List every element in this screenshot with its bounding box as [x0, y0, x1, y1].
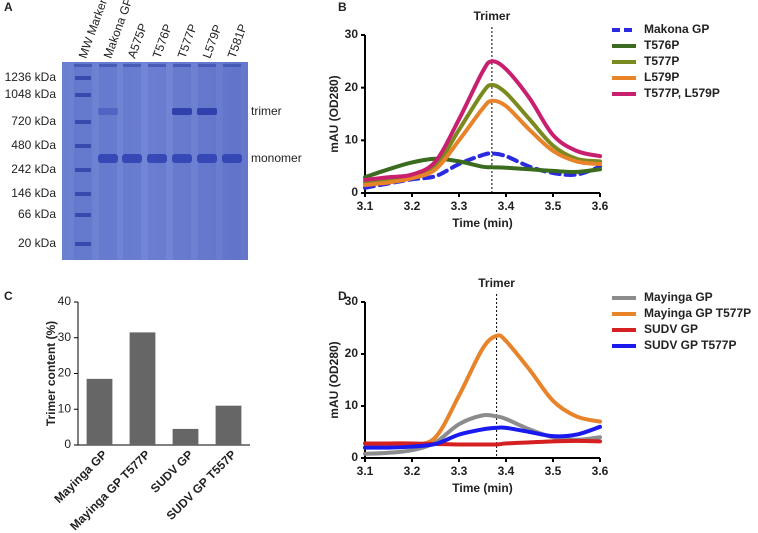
x-tick-label: 3.3: [451, 199, 468, 213]
monomer-band: [98, 154, 118, 163]
legend-label: Makona GP: [644, 22, 709, 36]
marker-band: [75, 120, 91, 124]
monomer-band: [197, 154, 217, 163]
bar: [129, 332, 156, 445]
y-tick-label: 0: [351, 450, 358, 464]
gel-well: [198, 64, 216, 67]
y-tick-label: 30: [58, 330, 72, 344]
marker-label: 480 kDa: [11, 138, 56, 152]
legend-label: T577P, L579P: [644, 86, 720, 100]
y-tick-label: 40: [58, 294, 72, 308]
gel-well: [173, 64, 191, 67]
marker-label: 1236 kDa: [5, 70, 57, 84]
marker-band: [75, 242, 91, 246]
x-axis-label: Time (min): [452, 481, 512, 495]
x-tick-label: Mayinga GP T577P: [67, 447, 153, 533]
marker-band: [75, 213, 91, 217]
marker-label: 146 kDa: [11, 186, 56, 200]
marker-band: [75, 144, 91, 148]
monomer-band: [222, 154, 242, 163]
y-tick-label: 20: [58, 366, 72, 380]
monomer-band: [147, 154, 167, 163]
legend-label: Mayinga GP T577P: [644, 306, 751, 320]
panel-label: D: [338, 289, 347, 303]
marker-band: [75, 168, 91, 172]
trimer-band: [197, 108, 217, 115]
lane-label: L579P: [200, 23, 225, 60]
monomer-band: [172, 154, 192, 163]
lane-label: T581P: [225, 22, 250, 60]
gel-well: [123, 64, 141, 67]
trimer-band: [98, 108, 118, 115]
x-tick-label: 3.2: [404, 464, 421, 478]
marker-label: 66 kDa: [18, 207, 56, 221]
monomer-band: [122, 154, 142, 163]
gel-well: [99, 64, 117, 67]
line-series: [363, 438, 602, 447]
legend-label: Mayinga GP: [644, 290, 713, 304]
legend-label: T577P: [644, 54, 679, 68]
y-tick-label: 20: [345, 346, 359, 360]
y-tick-label: 20: [345, 80, 359, 94]
x-tick-label: 3.6: [592, 464, 609, 478]
legend-label: T576P: [644, 38, 679, 52]
line-series: [363, 59, 602, 182]
line-series: [363, 156, 602, 180]
legend-label: L579P: [644, 70, 679, 84]
panel-label: C: [4, 289, 13, 303]
legend-label: SUDV GP T577P: [644, 338, 736, 352]
gel-well: [148, 64, 166, 67]
y-tick-label: 10: [58, 401, 72, 415]
y-tick-label: 0: [351, 185, 358, 199]
x-tick-label: 3.5: [545, 199, 562, 213]
x-axis-label: Time (min): [452, 216, 512, 230]
annotation: Trimer: [474, 9, 511, 23]
x-tick-label: 3.3: [451, 464, 468, 478]
bar: [215, 405, 242, 445]
band-label: monomer: [251, 151, 302, 165]
marker-label: 242 kDa: [11, 162, 56, 176]
bar: [172, 428, 199, 445]
x-tick-label: 3.2: [404, 199, 421, 213]
annotation: Trimer: [478, 276, 515, 290]
y-axis-label: mAU (OD280): [327, 75, 341, 152]
x-tick-label: 3.1: [357, 199, 374, 213]
marker-label: 720 kDa: [11, 114, 56, 128]
x-tick-label: 3.4: [498, 464, 515, 478]
legend-label: SUDV GP: [644, 322, 698, 336]
marker-band: [75, 93, 91, 97]
bar: [86, 378, 113, 445]
panel-label: B: [338, 0, 347, 14]
y-axis-label: mAU (OD280): [327, 341, 341, 418]
line-series: [363, 424, 602, 450]
lane-label: T577P: [175, 22, 200, 60]
x-tick-label: 3.6: [592, 199, 609, 213]
y-tick-label: 10: [345, 133, 359, 147]
marker-label: 1048 kDa: [5, 87, 57, 101]
x-tick-label: 3.5: [545, 464, 562, 478]
y-tick-label: 30: [345, 27, 359, 41]
x-tick-label: 3.4: [498, 199, 515, 213]
panel-label: A: [4, 0, 13, 14]
y-tick-label: 10: [345, 398, 359, 412]
gel-well: [223, 64, 241, 67]
line-series: [363, 98, 602, 188]
gel-well: [74, 64, 92, 67]
gel-lane: [74, 62, 92, 260]
y-tick-label: 30: [345, 294, 359, 308]
band-label: trimer: [251, 104, 282, 118]
y-tick-label: 0: [64, 437, 71, 451]
marker-band: [75, 192, 91, 196]
lane-label: T576P: [150, 22, 175, 60]
marker-band: [75, 76, 91, 80]
lane-label: A575P: [125, 21, 150, 60]
trimer-band: [172, 108, 192, 115]
y-axis-label: Trimer content (%): [44, 321, 58, 426]
marker-label: 20 kDa: [18, 236, 56, 250]
x-tick-label: 3.1: [357, 464, 374, 478]
